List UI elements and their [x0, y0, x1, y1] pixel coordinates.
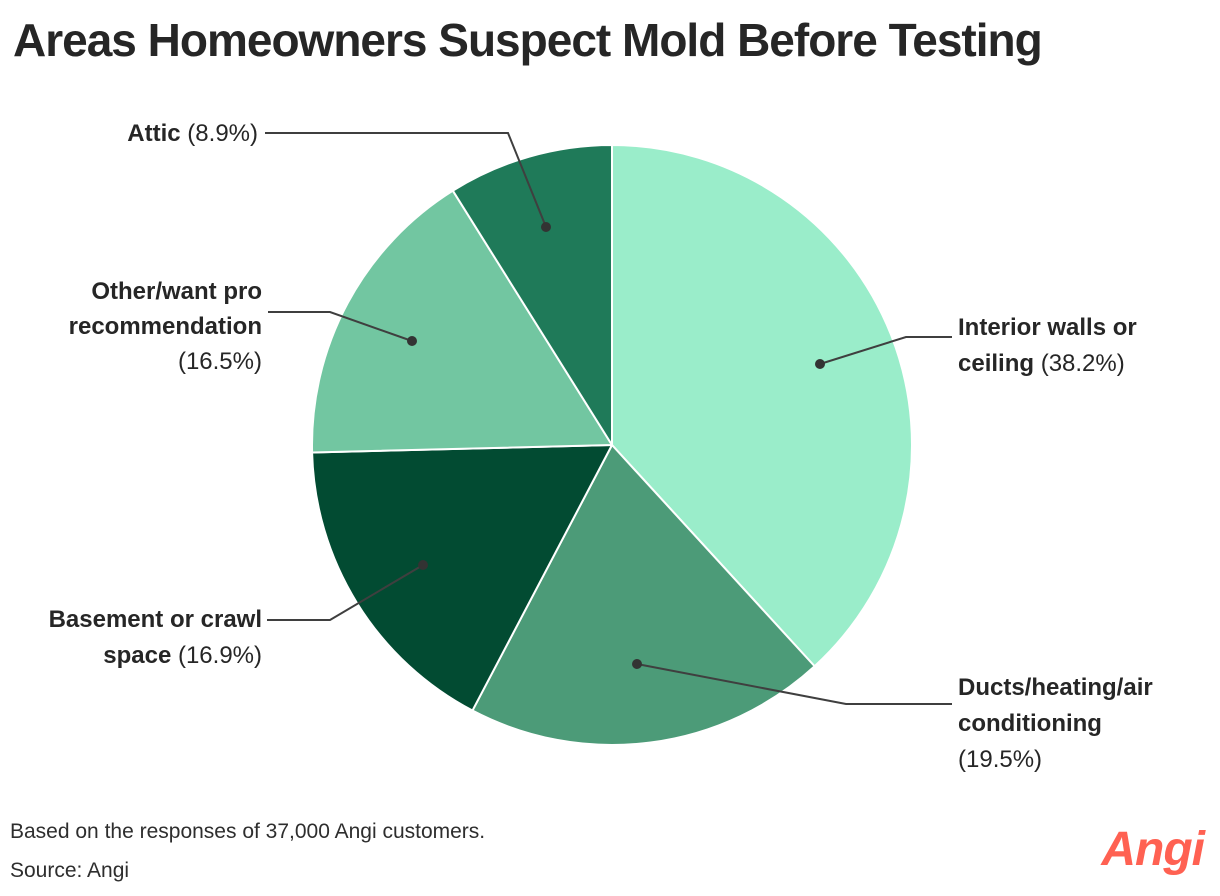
- leader-line-basement: [267, 564, 424, 621]
- slice-label-basement: Basement or crawl space (16.9%): [48, 606, 262, 669]
- pie-slice-interior: [611, 144, 913, 668]
- source-line: Source: Angi: [10, 859, 130, 882]
- footnote: Based on the responses of 37,000 Angi cu…: [10, 820, 486, 843]
- leader-dot-attic: [541, 222, 551, 232]
- leader-line-ducts: [636, 663, 952, 705]
- slice-label-interior: Interior walls or ceiling (38.2%): [958, 314, 1137, 377]
- slice-label-attic: Attic (8.9%): [127, 120, 258, 147]
- leader-line-interior: [819, 336, 952, 365]
- pie-slice-other: [311, 189, 613, 454]
- leader-dot-ducts: [632, 659, 642, 669]
- leader-dot-basement: [418, 560, 428, 570]
- chart-title: Areas Homeowners Suspect Mold Before Tes…: [13, 14, 1043, 66]
- angi-logo: Angi: [1101, 823, 1205, 876]
- leader-line-other: [268, 311, 413, 342]
- leader-dot-other: [407, 336, 417, 346]
- pie-slice-attic: [451, 144, 613, 446]
- slice-label-ducts: Ducts/heating/air conditioning (19.5%): [958, 674, 1153, 773]
- slice-label-other: Other/want pro recommendation (16.5%): [68, 278, 262, 375]
- pie-slices-group: [311, 144, 913, 746]
- leader-dot-interior: [815, 359, 825, 369]
- leader-lines-group: [265, 132, 952, 705]
- leader-line-attic: [265, 132, 547, 228]
